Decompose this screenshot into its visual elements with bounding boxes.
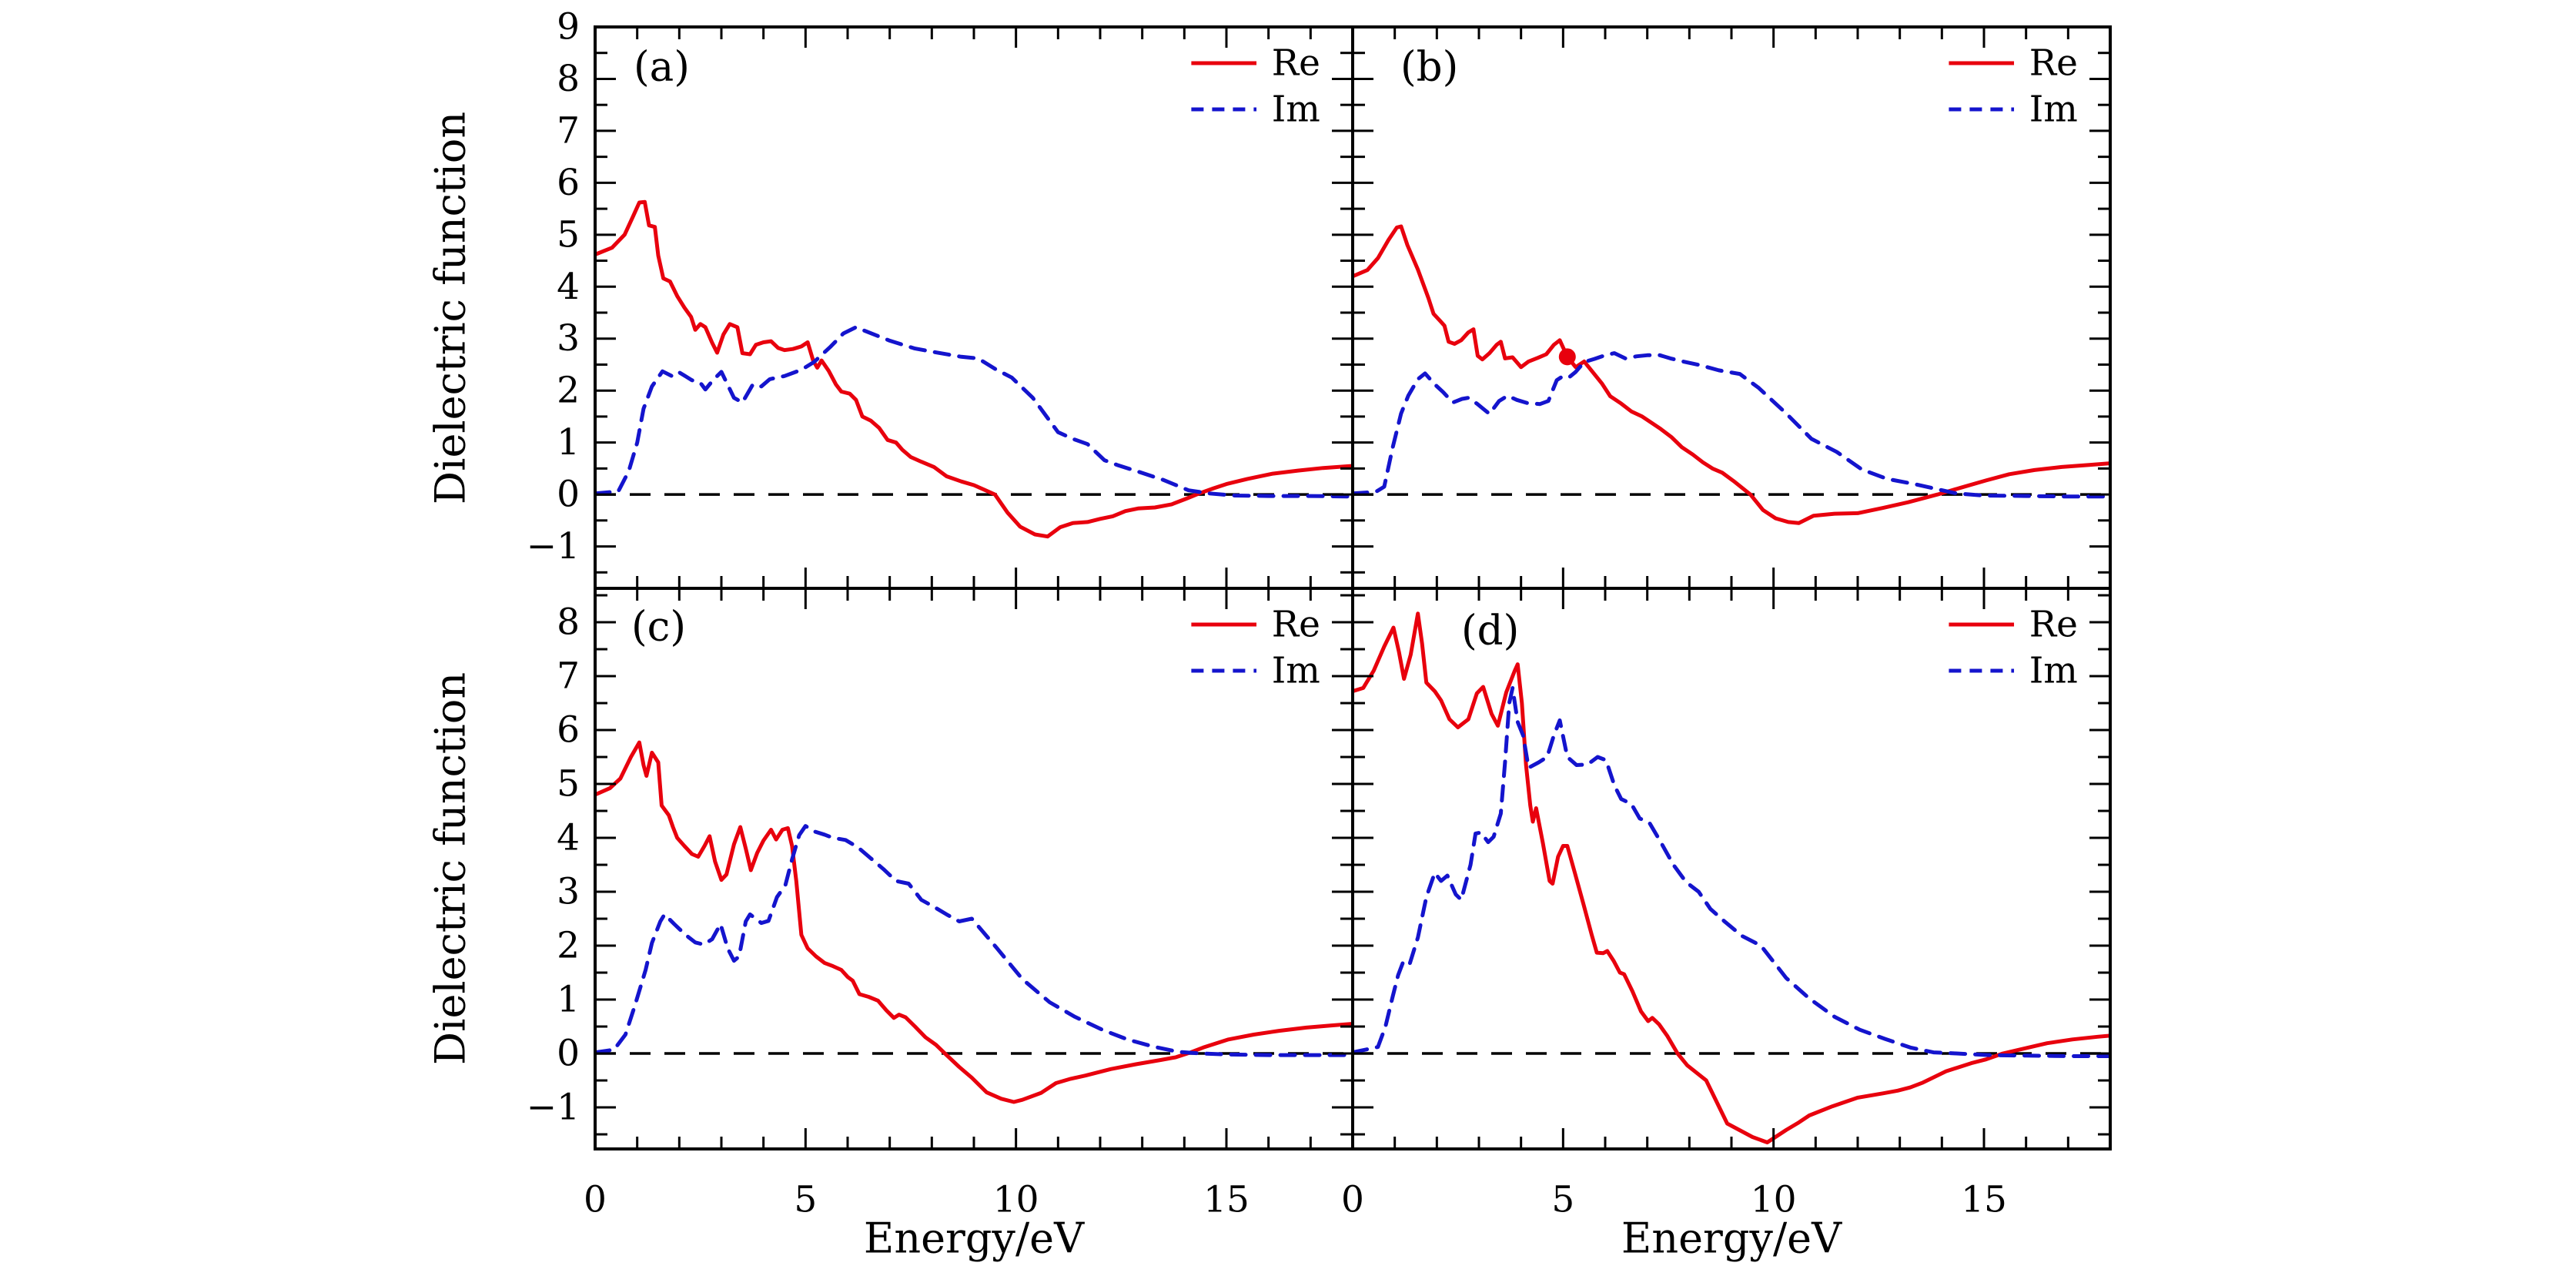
y-tick-label: 3 <box>557 871 580 913</box>
x-tick-label: 0 <box>1341 1179 1364 1221</box>
y-axis-title-bottom: Dielectric function <box>426 672 475 1066</box>
y-tick-label: −1 <box>527 525 580 568</box>
legend-im-label: Im <box>2029 89 2078 131</box>
y-tick-label: 6 <box>557 162 580 204</box>
x-axis-title-right: Energy/eV <box>1621 1214 1842 1263</box>
y-tick-label: 8 <box>557 601 580 644</box>
x-tick-label: 15 <box>1203 1179 1250 1221</box>
x-tick-label: 5 <box>1551 1179 1574 1221</box>
curves <box>595 740 1353 1104</box>
panel-label: (b) <box>1400 44 1458 91</box>
y-tick-label: 3 <box>557 317 580 360</box>
panel-c-re-curve <box>595 740 1353 1104</box>
y-tick-label: 7 <box>557 109 580 152</box>
legend-re-label: Re <box>2029 604 2078 646</box>
y-tick-label: 4 <box>557 266 580 308</box>
panel-ticks <box>1353 588 2110 1149</box>
panel-b-im-curve <box>1353 351 2110 499</box>
panel-label: (a) <box>634 44 690 91</box>
y-tick-label: 4 <box>557 817 580 859</box>
y-tick-label: 9 <box>557 6 580 49</box>
y-tick-label: 7 <box>557 655 580 698</box>
x-tick-label: 5 <box>794 1179 817 1221</box>
panel-a-re-curve <box>595 199 1353 539</box>
x-tick-label: 15 <box>1961 1179 2007 1221</box>
curves <box>1353 611 2110 1144</box>
x-tick-label: 10 <box>993 1179 1039 1221</box>
legend-im-label: Im <box>2029 650 2078 692</box>
y-tick-label: 1 <box>557 421 580 464</box>
legend-re-label: Re <box>2029 42 2078 85</box>
y-tick-label: 2 <box>557 925 580 967</box>
curves <box>595 199 1353 539</box>
panel-ticks <box>595 27 1353 588</box>
panel-label: (d) <box>1461 608 1519 655</box>
panel-c-im-curve <box>595 824 1353 1057</box>
panel-ticks <box>595 588 1353 1149</box>
highlight-dot <box>1558 348 1576 366</box>
panel-d-re-curve <box>1353 611 2110 1144</box>
x-tick-label: 0 <box>584 1179 607 1221</box>
panel-ticks <box>1353 27 2110 588</box>
legend-im-label: Im <box>1272 89 1320 131</box>
y-tick-label: 0 <box>557 474 580 516</box>
y-tick-label: 0 <box>557 1033 580 1075</box>
y-tick-label: 8 <box>557 58 580 100</box>
y-tick-label: 1 <box>557 979 580 1021</box>
curves <box>1353 224 2110 525</box>
panel-b-re-curve <box>1353 224 2110 525</box>
y-tick-label: 6 <box>557 709 580 752</box>
y-tick-label: 2 <box>557 370 580 412</box>
x-tick-label: 10 <box>1751 1179 1797 1221</box>
legend-re-label: Re <box>1272 42 1320 85</box>
panel-label: (c) <box>631 604 686 651</box>
legend-re-label: Re <box>1272 604 1320 646</box>
panel-a-im-curve <box>595 325 1353 499</box>
y-tick-label: 5 <box>557 213 580 256</box>
y-axis-title-top: Dielectric function <box>426 111 475 505</box>
y-tick-label: −1 <box>527 1087 580 1129</box>
legend-im-label: Im <box>1272 650 1320 692</box>
y-tick-label: 5 <box>557 763 580 805</box>
panel-d-im-curve <box>1353 685 2110 1058</box>
x-axis-title-left: Energy/eV <box>863 1214 1085 1263</box>
